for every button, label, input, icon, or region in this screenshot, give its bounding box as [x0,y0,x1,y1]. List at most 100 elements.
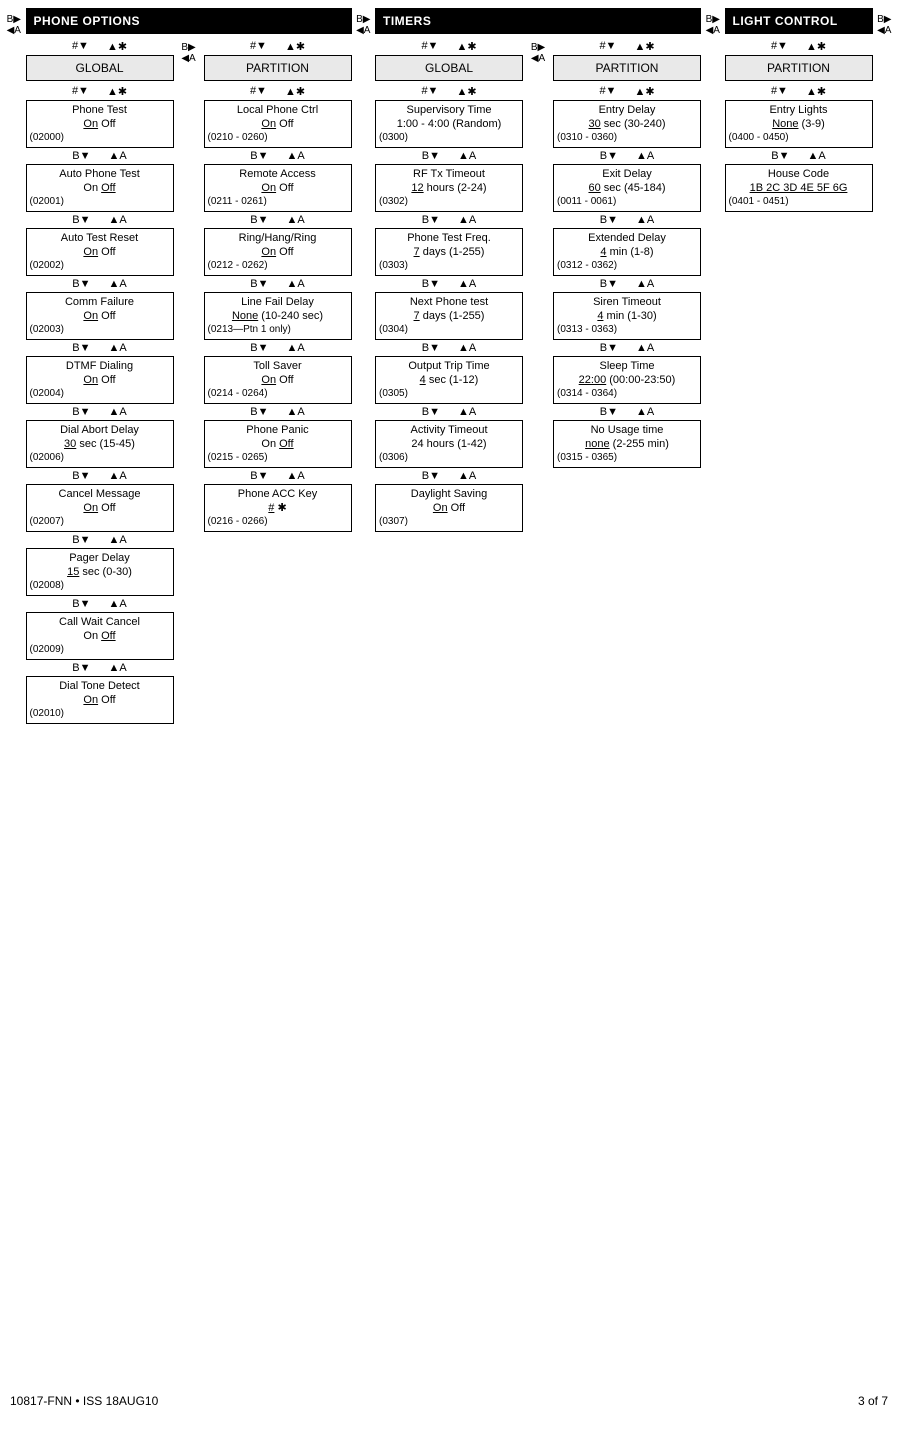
option-code: (0216 - 0266) [208,516,348,529]
option-title: RF Tx Timeout [379,168,519,182]
option-value: 4 min (1-8) [557,246,697,260]
option-title: Pager Delay [30,552,170,566]
option-title: House Code [729,168,869,182]
option-box: Dial Abort Delay30 sec (15-45)(02006) [26,420,174,468]
option-value: 7 days (1-255) [379,246,519,260]
option-box: DTMF DialingOn Off(02004) [26,356,174,404]
option-value: On Off [30,182,170,196]
option-title: Activity Timeout [379,424,519,438]
option-value: 24 hours (1-42) [379,438,519,452]
nav-hash-row [26,85,174,98]
section-header: TIMERS [375,8,701,34]
nav-ba-row [26,214,174,226]
option-value: 4 sec (1-12) [379,374,519,388]
column: PARTITIONLocal Phone CtrlOn Off(0210 - 0… [204,38,352,533]
nav-ba-row [26,534,174,546]
option-box: Entry LightsNone (3-9)(0400 - 0450) [725,100,873,148]
nav-mid-ba: B▶◀A [527,42,549,64]
option-title: Dial Abort Delay [30,424,170,438]
option-code: (0213—Ptn 1 only) [208,324,348,337]
option-box: Exit Delay60 sec (45-184)(0011 - 0061) [553,164,701,212]
option-code: (0215 - 0265) [208,452,348,465]
option-code: (0212 - 0262) [208,260,348,273]
option-box: Phone ACC Key# ✱(0216 - 0266) [204,484,352,532]
option-title: Phone Test [30,104,170,118]
option-value: On Off [208,374,348,388]
nav-ba-row [553,406,701,418]
option-title: Auto Phone Test [30,168,170,182]
option-code: (0314 - 0364) [557,388,697,401]
option-value: On Off [379,502,519,516]
nav-ba-row [553,278,701,290]
option-code: (0300) [379,132,519,145]
nav-hash-row [375,85,523,98]
option-code: (0312 - 0362) [557,260,697,273]
nav-hash-row [375,40,523,53]
option-value: none (2-255 min) [557,438,697,452]
nav-ba-row [375,406,523,418]
option-value: 15 sec (0-30) [30,566,170,580]
option-title: Phone ACC Key [208,488,348,502]
option-box: Activity Timeout24 hours (1-42)(0306) [375,420,523,468]
nav-hash-row [725,85,873,98]
nav-side-ba [877,14,893,36]
option-title: Cancel Message [30,488,170,502]
nav-ba-row [26,342,174,354]
nav-ba-row [375,278,523,290]
option-box: Pager Delay15 sec (0-30)(02008) [26,548,174,596]
section-header: PHONE OPTIONS [26,8,352,34]
column: PARTITION Entry LightsNone (3-9)(0400 - 0… [725,38,873,213]
section-header: LIGHT CONTROL [725,8,873,34]
option-code: (02007) [30,516,170,529]
option-value: 30 sec (15-45) [30,438,170,452]
option-box: Siren Timeout4 min (1-30)(0313 - 0363) [553,292,701,340]
option-code: (0303) [379,260,519,273]
option-title: No Usage time [557,424,697,438]
option-code: (02010) [30,708,170,721]
nav-ba-row [553,150,701,162]
option-box: Entry Delay30 sec (30-240)(0310 - 0360) [553,100,701,148]
option-code: (02004) [30,388,170,401]
option-box: Comm FailureOn Off(02003) [26,292,174,340]
sub-header: PARTITION [725,55,873,81]
option-box: Toll SaverOn Off(0214 - 0264) [204,356,352,404]
option-code: (02006) [30,452,170,465]
option-value: On Off [30,630,170,644]
nav-hash-row [204,40,352,53]
option-box: Output Trip Time4 sec (1-12)(0305) [375,356,523,404]
nav-side-ba [705,14,721,36]
option-title: Remote Access [208,168,348,182]
option-value: # ✱ [208,502,348,516]
option-box: Supervisory Time1:00 - 4:00 (Random)(030… [375,100,523,148]
option-title: Extended Delay [557,232,697,246]
nav-ba-row [553,214,701,226]
option-box: No Usage timenone (2-255 min)(0315 - 036… [553,420,701,468]
nav-mid-ba: B▶◀A [178,42,200,64]
option-value: On Off [208,118,348,132]
option-code: (0302) [379,196,519,209]
option-box: Phone TestOn Off(02000) [26,100,174,148]
option-title: Phone Panic [208,424,348,438]
nav-ba-row [26,278,174,290]
section: LIGHT CONTROL PARTITION Entry LightsNone (… [725,8,873,213]
option-code: (0210 - 0260) [208,132,348,145]
option-code: (02002) [30,260,170,273]
option-box: RF Tx Timeout12 hours (2-24)(0302) [375,164,523,212]
nav-side-ba [6,14,22,36]
sub-header: GLOBAL [26,55,174,81]
option-code: (02003) [30,324,170,337]
option-box: Dial Tone DetectOn Off(02010) [26,676,174,724]
option-title: Dial Tone Detect [30,680,170,694]
footer-right: 3 of 7 [858,1394,888,1408]
option-code: (0401 - 0451) [729,196,869,209]
option-box: Sleep Time22:00 (00:00-23:50)(0314 - 036… [553,356,701,404]
nav-ba-row [204,278,352,290]
option-title: Supervisory Time [379,104,519,118]
option-value: 30 sec (30-240) [557,118,697,132]
option-title: Entry Lights [729,104,869,118]
option-code: (0306) [379,452,519,465]
option-value: 22:00 (00:00-23:50) [557,374,697,388]
option-value: 1B 2C 3D 4E 5F 6G [729,182,869,196]
option-title: Phone Test Freq. [379,232,519,246]
option-title: Siren Timeout [557,296,697,310]
